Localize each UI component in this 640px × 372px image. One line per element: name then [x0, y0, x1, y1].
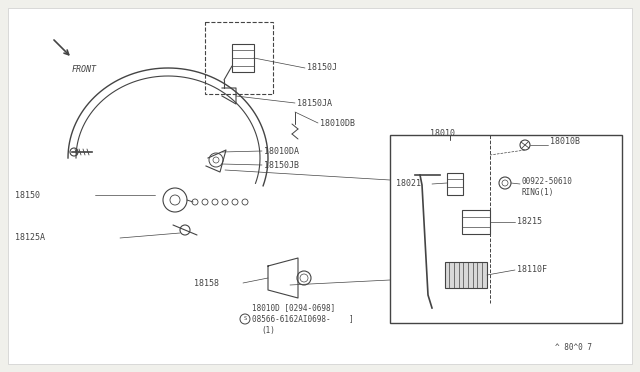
Text: FRONT: FRONT: [72, 65, 97, 74]
Text: 18150JB: 18150JB: [264, 160, 299, 170]
Text: 18150: 18150: [15, 190, 40, 199]
Text: 18215: 18215: [517, 218, 542, 227]
Bar: [462, 210, 490, 234]
Bar: [390, 135, 622, 323]
Bar: [232, 44, 254, 72]
Bar: [445, 262, 487, 288]
Text: 18125A: 18125A: [15, 234, 45, 243]
Text: 18110F: 18110F: [517, 266, 547, 275]
Text: 18021: 18021: [396, 180, 421, 189]
Text: 18010: 18010: [430, 129, 455, 138]
Text: 18010DB: 18010DB: [320, 119, 355, 128]
Text: 18010DA: 18010DA: [264, 147, 299, 155]
Text: 00922-50610: 00922-50610: [522, 177, 573, 186]
Text: 18158: 18158: [194, 279, 219, 288]
Bar: [205, 22, 273, 94]
Text: S: S: [243, 317, 246, 321]
Text: 18010D [0294-0698]: 18010D [0294-0698]: [252, 304, 335, 312]
Text: (1): (1): [261, 326, 275, 334]
Text: 18150JA: 18150JA: [297, 99, 332, 108]
Bar: [447, 173, 463, 195]
Text: 18010B: 18010B: [550, 138, 580, 147]
Text: 18150J: 18150J: [307, 64, 337, 73]
Text: RING(1): RING(1): [522, 189, 554, 198]
Text: ^ 80^0 7: ^ 80^0 7: [555, 343, 592, 353]
Text: 08566-6162AI0698-    ]: 08566-6162AI0698- ]: [252, 314, 354, 324]
